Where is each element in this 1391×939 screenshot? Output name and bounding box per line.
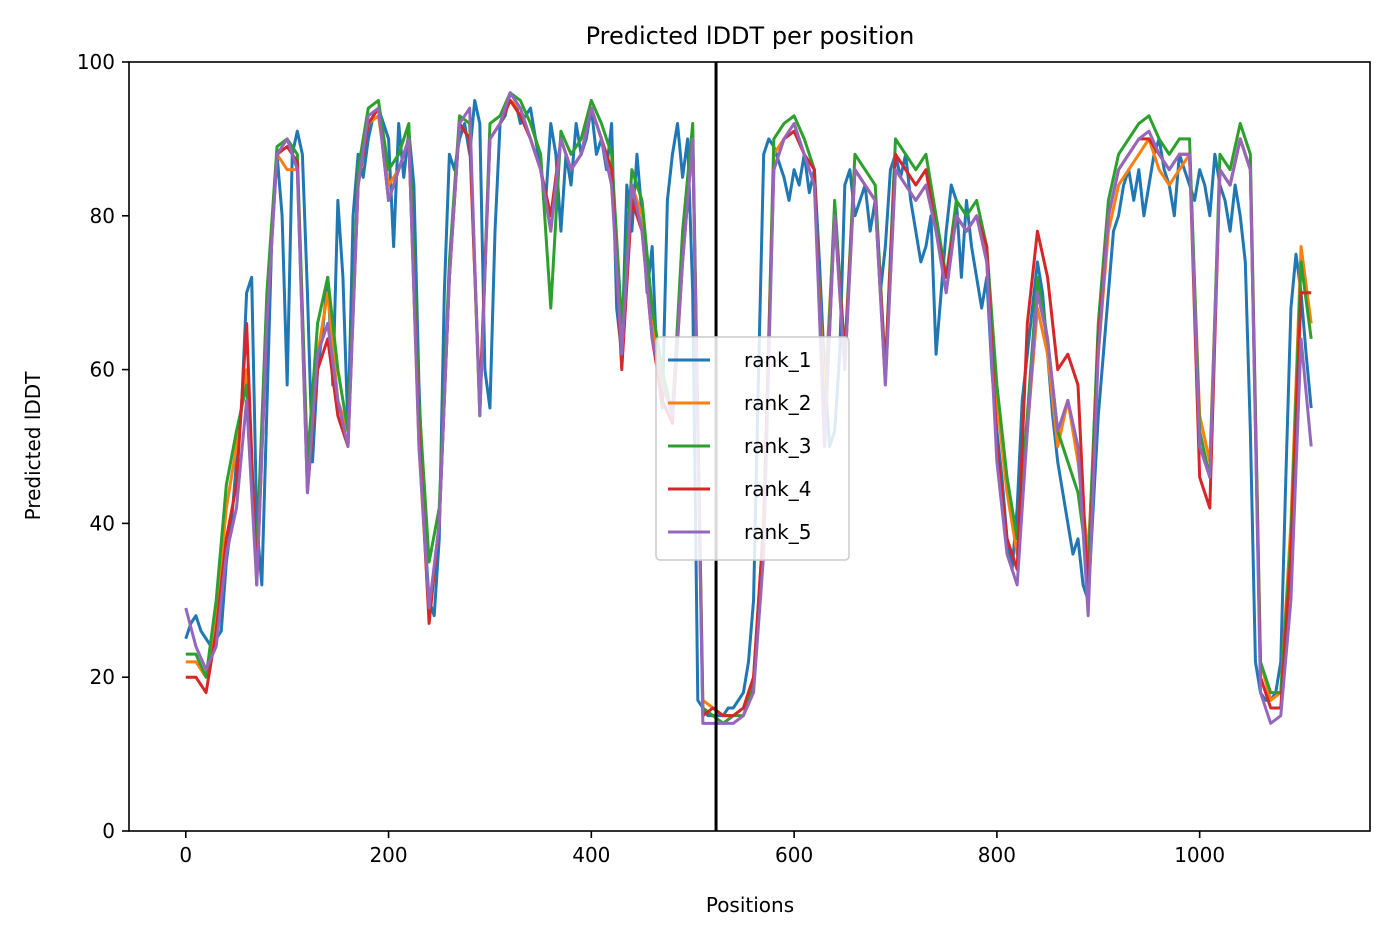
plot-frame — [128, 61, 1371, 832]
x-tick-label: 0 — [179, 843, 192, 867]
legend-label-rank-1: rank_1 — [744, 348, 811, 372]
legend-label-rank-3: rank_3 — [744, 434, 811, 458]
y-tick-label: 0 — [102, 819, 115, 843]
legend-label-rank-5: rank_5 — [744, 520, 811, 544]
legend: rank_1 rank_2 rank_3 rank_4 rank_5 — [655, 336, 850, 561]
x-tick-label: 200 — [369, 843, 407, 867]
x-axis-label: Positions — [706, 893, 794, 917]
legend-box — [655, 336, 850, 561]
legend-label-rank-4: rank_4 — [744, 477, 811, 501]
y-axis: 0 20 40 60 80 100 — [77, 50, 129, 843]
y-tick-label: 100 — [77, 50, 115, 74]
x-tick-label: 600 — [775, 843, 813, 867]
x-tick-label: 800 — [978, 843, 1016, 867]
x-tick-label: 400 — [572, 843, 610, 867]
chart-title: Predicted lDDT per position — [586, 22, 915, 50]
y-tick-label: 80 — [90, 204, 115, 228]
y-tick-label: 20 — [90, 665, 115, 689]
y-tick-label: 40 — [90, 511, 115, 535]
x-axis: 0 200 400 600 800 1000 — [179, 831, 1225, 867]
series-lines — [184, 91, 1313, 725]
series-line-rank-3 — [185, 91, 1313, 725]
x-tick-label: 1000 — [1174, 843, 1225, 867]
y-tick-label: 60 — [90, 358, 115, 382]
legend-label-rank-2: rank_2 — [744, 391, 811, 415]
y-axis-label: Predicted lDDT — [21, 371, 45, 521]
series-line-rank-5 — [184, 91, 1313, 725]
